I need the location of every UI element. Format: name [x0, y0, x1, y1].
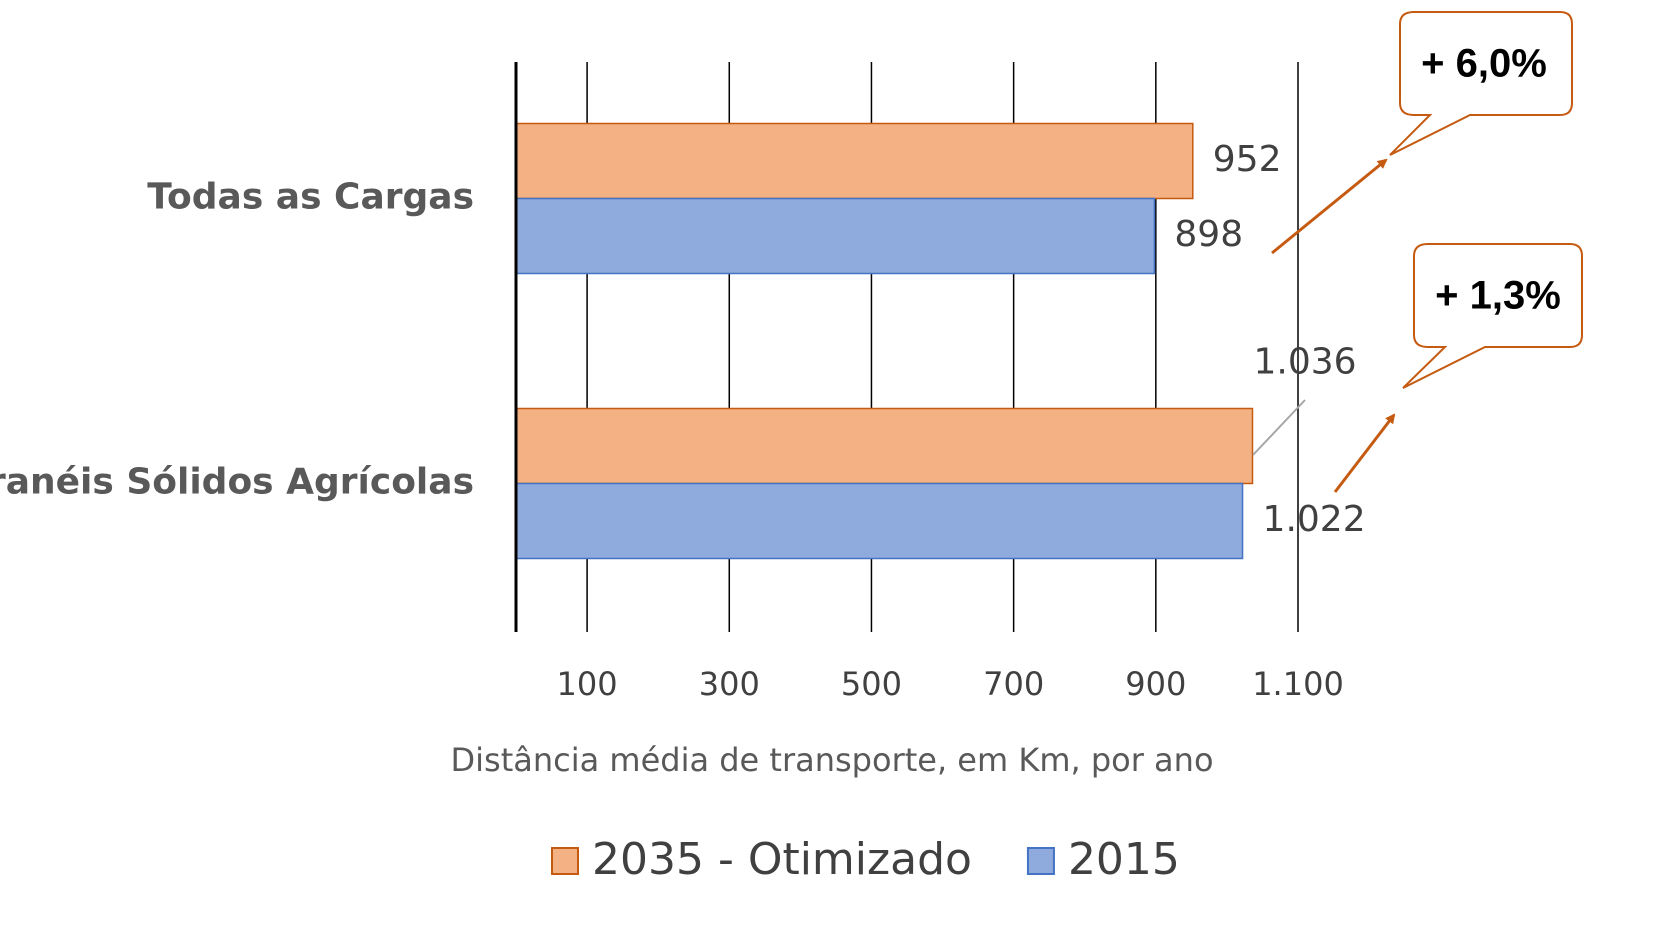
bar [515, 197, 1156, 275]
x-tick-label: 300 [699, 665, 760, 703]
leader-line [1252, 399, 1306, 456]
callout-box [1402, 243, 1583, 389]
data-label: 1.022 [1263, 499, 1366, 540]
data-label: 1.036 [1253, 342, 1356, 383]
bar [515, 407, 1254, 485]
arrow [1271, 158, 1388, 255]
arrow [1333, 413, 1396, 493]
data-label: 898 [1174, 214, 1243, 255]
bar [515, 122, 1194, 200]
x-tick-label: 500 [841, 665, 902, 703]
callout-box [1389, 11, 1573, 156]
legend-swatch [1026, 847, 1055, 875]
annotation: + 6,0% [1421, 42, 1547, 86]
bar [515, 482, 1244, 560]
x-tick-label: 1.100 [1252, 665, 1344, 703]
bars [515, 122, 1254, 560]
data-label: 952 [1213, 139, 1282, 180]
annotation: + 1,3% [1435, 274, 1561, 318]
x-tick-label: 900 [1125, 665, 1186, 703]
x-tick-label: 100 [557, 665, 618, 703]
x-tick-label: 700 [983, 665, 1044, 703]
y-tick-label: Todas as Cargas [147, 177, 474, 218]
legend-swatch [551, 847, 579, 875]
y-tick-label: Granéis Sólidos Agrícolas [0, 462, 474, 503]
legend-label: 2015 [1068, 834, 1180, 885]
x-axis-label: Distância média de transporte, em Km, po… [450, 741, 1213, 779]
legend-label: 2035 - Otimizado [592, 834, 972, 885]
